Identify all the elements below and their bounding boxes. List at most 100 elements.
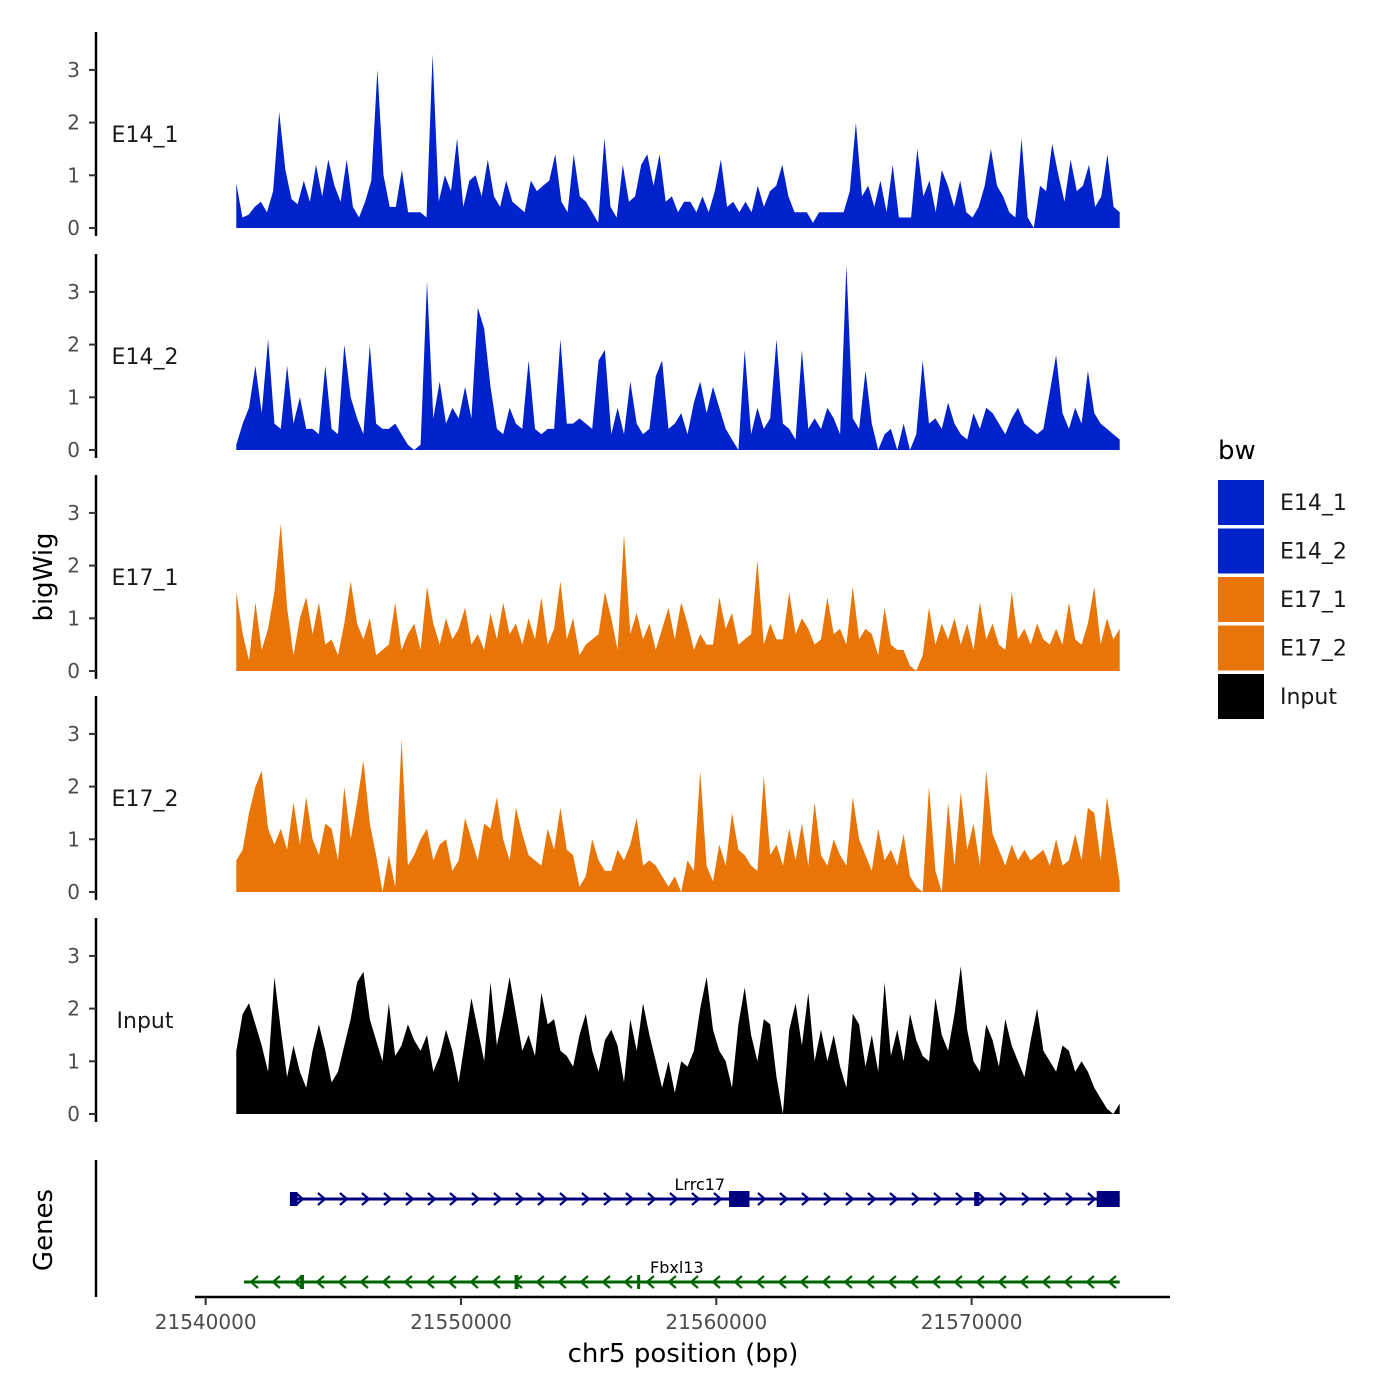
strand-arrow: [339, 1192, 349, 1206]
track-label: E17_2: [112, 787, 179, 812]
legend-swatch: [1218, 577, 1264, 622]
strand-arrow: [559, 1192, 569, 1206]
strand-arrow: [689, 1275, 699, 1289]
strand-arrow: [911, 1192, 921, 1206]
coverage-area-e14-1: [236, 54, 1120, 228]
y-tick-label: 1: [67, 606, 80, 630]
strand-arrow: [955, 1192, 965, 1206]
genes-axis-title: Genes: [29, 1189, 59, 1271]
y-tick-label: 1: [67, 385, 80, 409]
strand-arrow: [491, 1275, 501, 1289]
y-axis-title: bigWig: [29, 532, 59, 621]
strand-arrow: [271, 1275, 281, 1289]
strand-arrow: [427, 1192, 437, 1206]
y-tick-label: 0: [67, 438, 80, 462]
legend-label: E14_1: [1280, 491, 1347, 516]
gene-label: Fbxl13: [650, 1258, 704, 1277]
bigwig-tracks: 0 1 2 3 E14_1 0 1 2 3 E14_2 0 1 2 3 E17_1 0 1 2 3 E17_2 0 1 2 3…: [67, 32, 1120, 1126]
track-e17-1: 0 1 2 3 E17_1: [67, 475, 1120, 683]
track-e17-2: 0 1 2 3 E17_2: [67, 696, 1120, 904]
strand-arrow: [493, 1192, 503, 1206]
strand-arrow: [975, 1275, 985, 1289]
strand-arrow: [557, 1275, 567, 1289]
gene-label: Lrrc17: [675, 1175, 726, 1194]
legend: bw E14_1 E14_2 E17_1 E17_2 Input: [1218, 436, 1347, 719]
strand-arrow: [711, 1275, 721, 1289]
strand-arrow: [579, 1275, 589, 1289]
track-input: 0 1 2 3 Input: [67, 918, 1120, 1126]
coverage-area-e17-2: [236, 739, 1120, 892]
strand-arrow: [1063, 1275, 1073, 1289]
y-tick-label: 0: [67, 880, 80, 904]
strand-arrow: [403, 1275, 413, 1289]
legend-swatch: [1218, 674, 1264, 719]
strand-arrow: [581, 1192, 591, 1206]
x-tick-label: 21540000: [155, 1310, 257, 1334]
y-tick-label: 2: [67, 333, 80, 357]
strand-arrow: [623, 1275, 633, 1289]
strand-arrow: [359, 1275, 369, 1289]
x-axis-title: chr5 position (bp): [568, 1339, 799, 1369]
strand-arrow: [315, 1275, 325, 1289]
y-tick-label: 2: [67, 111, 80, 135]
exon: [289, 1192, 298, 1206]
strand-arrow: [977, 1192, 987, 1206]
strand-arrow: [537, 1192, 547, 1206]
legend-item-e14-2: E14_2: [1218, 528, 1347, 574]
legend-item-input: Input: [1218, 674, 1337, 719]
y-tick-label: 1: [67, 1049, 80, 1073]
strand-arrow: [601, 1275, 611, 1289]
strand-arrow: [999, 1192, 1009, 1206]
strand-arrow: [667, 1275, 677, 1289]
strand-arrow: [887, 1275, 897, 1289]
y-tick-label: 0: [67, 1102, 80, 1126]
y-tick-label: 2: [67, 775, 80, 799]
track-e14-1: 0 1 2 3 E14_1: [67, 32, 1120, 240]
strand-arrow: [1087, 1192, 1097, 1206]
strand-arrow: [1065, 1192, 1075, 1206]
strand-arrow: [1019, 1275, 1029, 1289]
strand-arrow: [337, 1275, 347, 1289]
strand-arrow: [799, 1275, 809, 1289]
strand-arrow: [845, 1192, 855, 1206]
y-tick-label: 2: [67, 997, 80, 1021]
strand-arrow: [1043, 1192, 1053, 1206]
strand-arrow: [447, 1275, 457, 1289]
strand-arrow: [405, 1192, 415, 1206]
strand-arrow: [469, 1275, 479, 1289]
strand-arrow: [953, 1275, 963, 1289]
strand-arrow: [931, 1275, 941, 1289]
exon: [514, 1275, 519, 1289]
x-tick-label: 21570000: [921, 1310, 1023, 1334]
strand-arrow: [425, 1275, 435, 1289]
strand-arrow: [889, 1192, 899, 1206]
strand-arrow: [1085, 1275, 1095, 1289]
legend-label: E17_1: [1280, 588, 1347, 613]
coverage-area-e14-2: [236, 265, 1120, 450]
strand-arrow: [823, 1192, 833, 1206]
y-tick-label: 3: [67, 722, 80, 746]
exon: [300, 1275, 304, 1289]
strand-arrow: [293, 1275, 303, 1289]
legend-item-e14-1: E14_1: [1218, 480, 1347, 525]
legend-swatch: [1218, 625, 1264, 671]
strand-arrow: [603, 1192, 613, 1206]
track-e14-2: 0 1 2 3 E14_2: [67, 254, 1120, 462]
strand-arrow: [713, 1192, 723, 1206]
exon: [637, 1275, 641, 1289]
strand-arrow: [669, 1192, 679, 1206]
strand-arrow: [647, 1192, 657, 1206]
x-axis: 21540000 21550000 21560000 21570000: [155, 1295, 1170, 1334]
gene-lrrc17: Lrrc17: [289, 1175, 1120, 1207]
strand-arrow: [843, 1275, 853, 1289]
strand-arrow: [733, 1275, 743, 1289]
track-label: Input: [117, 1009, 174, 1034]
strand-arrow: [381, 1275, 391, 1289]
x-tick-label: 21550000: [410, 1310, 512, 1334]
legend-item-e17-2: E17_2: [1218, 625, 1347, 671]
strand-arrow: [535, 1275, 545, 1289]
strand-arrow: [757, 1192, 767, 1206]
coverage-area-input: [236, 966, 1120, 1114]
strand-arrow: [295, 1192, 305, 1206]
strand-arrow: [755, 1275, 765, 1289]
